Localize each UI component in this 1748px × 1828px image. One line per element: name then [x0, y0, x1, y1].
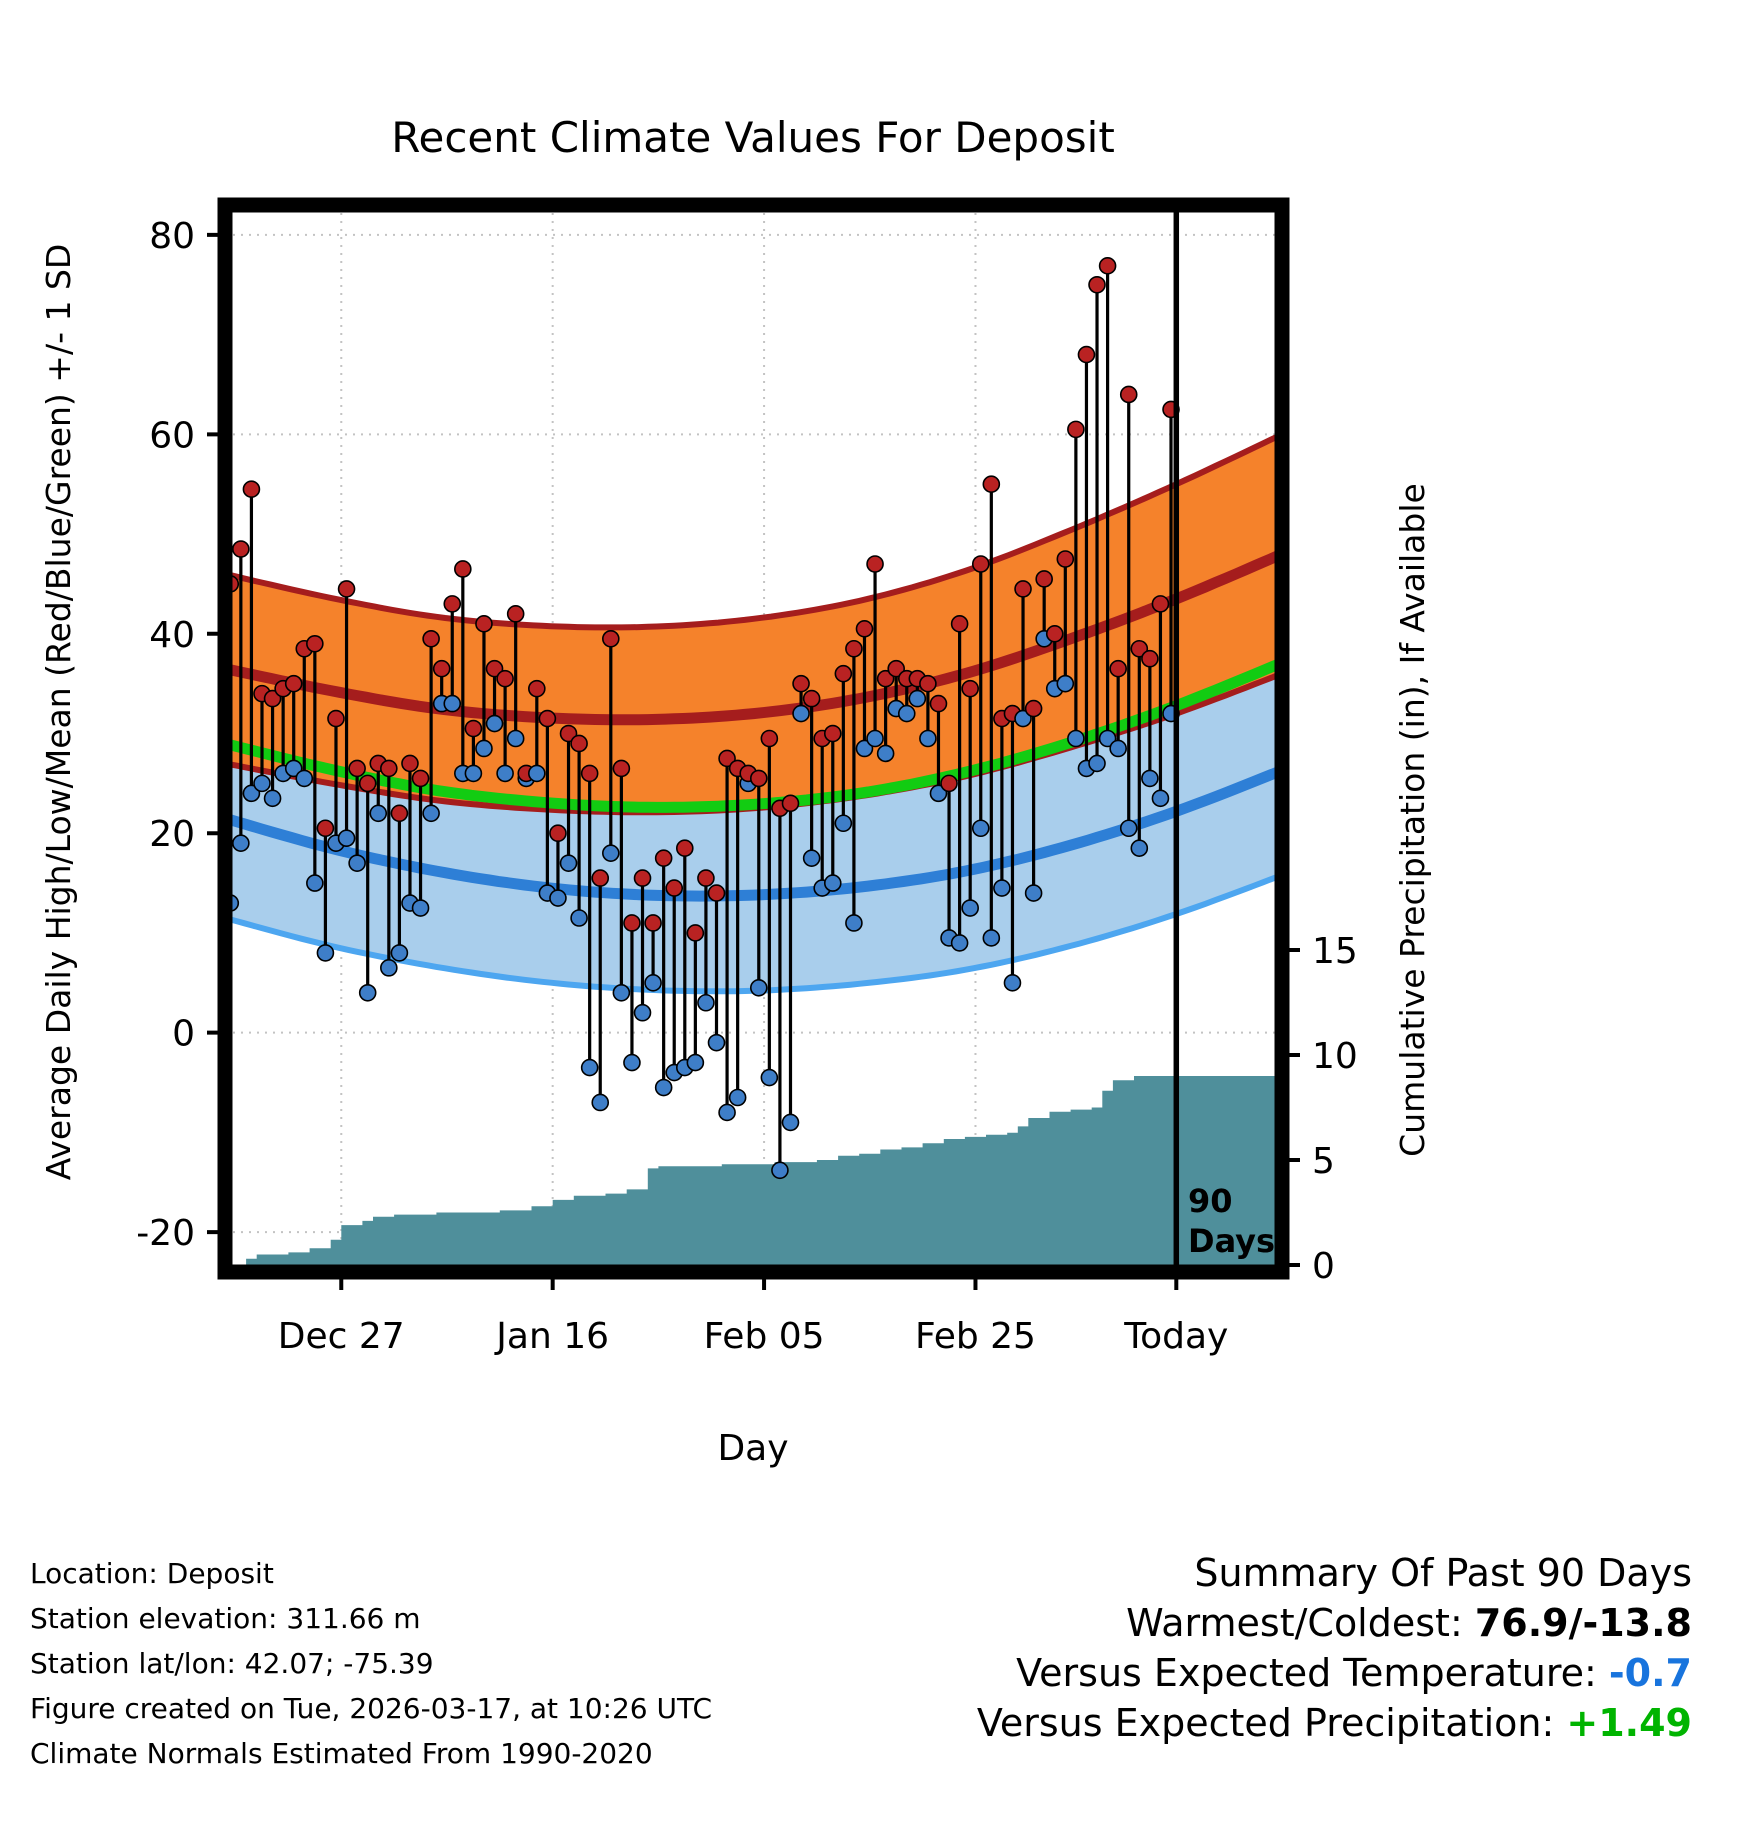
warmest-coldest-label: Warmest/Coldest: [1126, 1601, 1475, 1645]
normals-source: Climate Normals Estimated From 1990-2020 [30, 1737, 653, 1770]
vs-temp-label: Versus Expected Temperature: [1016, 1651, 1609, 1695]
svg-text:80: 80 [149, 216, 195, 257]
daily-stems [225, 257, 1180, 1180]
station-latlon: Station lat/lon: 42.07; -75.39 [30, 1647, 434, 1680]
climate-chart: -20 0 20 40 60 80 Dec 27 Jan 16 Feb 05 Feb 25 Toda… [39, 113, 1432, 1469]
ninety-days-label-line1: 90 [1188, 1182, 1233, 1220]
right-axis-label: Cumulative Precipitation (in), If Availa… [1393, 483, 1432, 1157]
precip-area [225, 1076, 1282, 1265]
left-axis-label: Average Daily High/Low/Mean (Red/Blue/Gr… [39, 244, 78, 1181]
chart-title: Recent Climate Values For Deposit [391, 113, 1115, 162]
svg-text:0: 0 [172, 1014, 195, 1055]
svg-text:Dec 27: Dec 27 [278, 1316, 405, 1357]
summary-title: Summary Of Past 90 Days [1194, 1551, 1692, 1595]
svg-text:0: 0 [1312, 1246, 1335, 1287]
summary-warmest-coldest: Warmest/Coldest: 76.9/-13.8 [977, 1598, 1692, 1648]
svg-text:15: 15 [1312, 931, 1358, 972]
svg-text:-20: -20 [136, 1213, 195, 1254]
svg-text:Feb 05: Feb 05 [704, 1316, 825, 1357]
svg-text:60: 60 [149, 415, 195, 456]
svg-text:5: 5 [1312, 1141, 1335, 1182]
warmest-coldest-value: 76.9/-13.8 [1474, 1601, 1692, 1645]
plot-frame [217, 197, 1290, 1280]
svg-text:20: 20 [149, 814, 195, 855]
tick-labels: -20 0 20 40 60 80 Dec 27 Jan 16 Feb 05 Feb 25 Toda… [136, 216, 1358, 1357]
svg-text:Jan 16: Jan 16 [494, 1316, 609, 1357]
station-location: Location: Deposit [30, 1557, 274, 1590]
vs-precip-value: +1.49 [1566, 1701, 1692, 1745]
x-axis-label: Day [717, 1428, 788, 1469]
station-elevation: Station elevation: 311.66 m [30, 1602, 421, 1635]
svg-text:Feb 25: Feb 25 [915, 1316, 1036, 1357]
svg-text:10: 10 [1312, 1036, 1358, 1077]
summary-vs-precip: Versus Expected Precipitation: +1.49 [977, 1698, 1692, 1748]
summary-vs-temp: Versus Expected Temperature: -0.7 [977, 1648, 1692, 1698]
vs-temp-value: -0.7 [1608, 1651, 1692, 1695]
vs-precip-label: Versus Expected Precipitation: [976, 1701, 1567, 1745]
figure-created: Figure created on Tue, 2026-03-17, at 10… [30, 1692, 713, 1725]
ninety-days-label-line2: Days [1188, 1222, 1275, 1260]
station-info: Location: Deposit Station elevation: 311… [30, 1551, 712, 1776]
summary-block: Summary Of Past 90 Days Warmest/Coldest:… [977, 1548, 1692, 1748]
svg-text:Today: Today [1123, 1316, 1228, 1357]
svg-text:40: 40 [149, 615, 195, 656]
